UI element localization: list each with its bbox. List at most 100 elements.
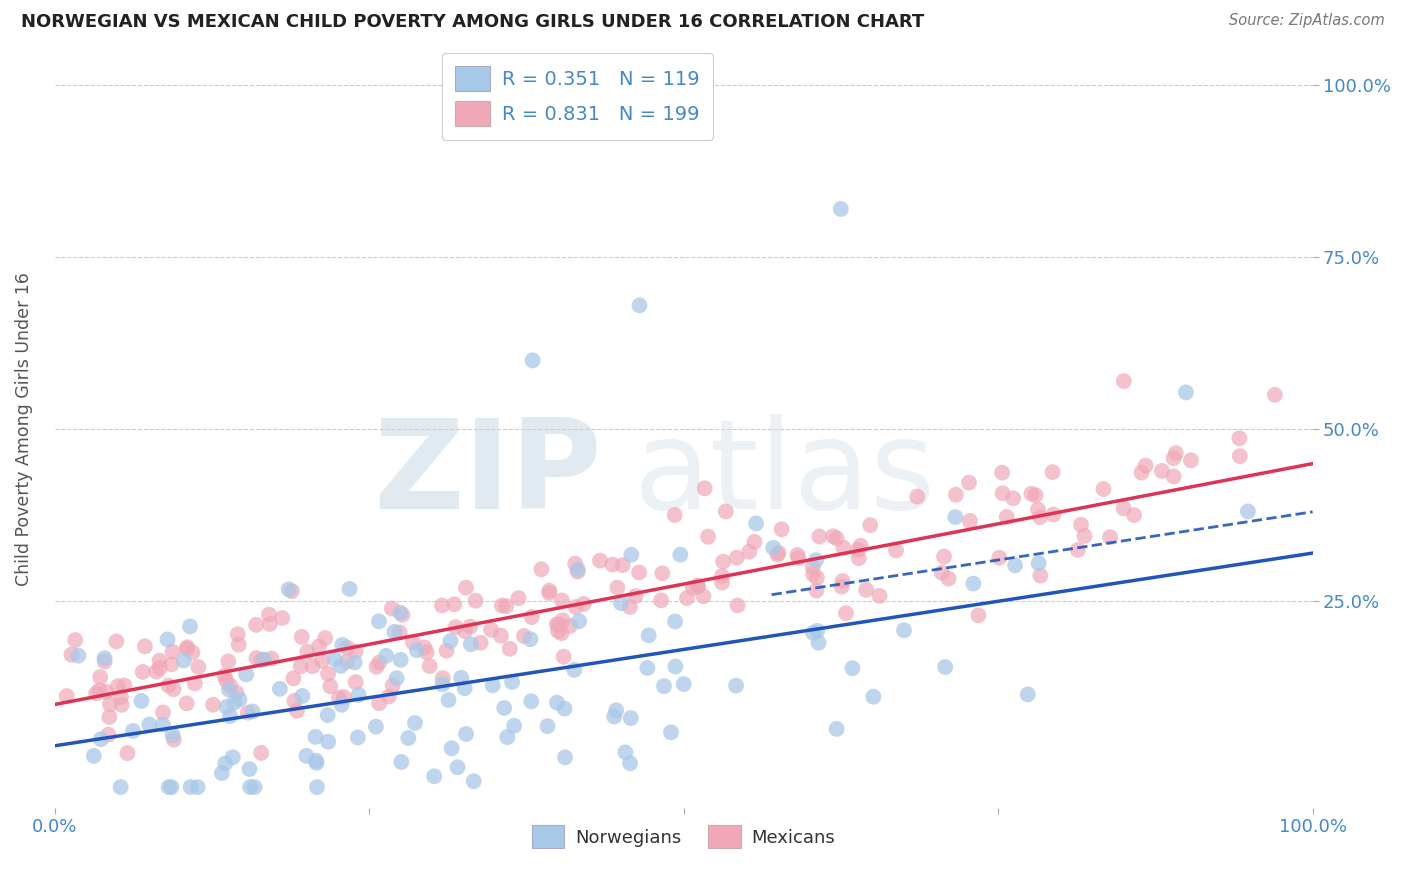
Point <box>567 562 589 576</box>
Point <box>347 731 370 745</box>
Point <box>1180 453 1202 467</box>
Point <box>336 640 359 655</box>
Point <box>562 663 585 677</box>
Point <box>297 645 319 659</box>
Point <box>884 543 907 558</box>
Point <box>669 548 692 562</box>
Point <box>567 565 589 579</box>
Point <box>508 591 530 606</box>
Point <box>179 619 201 633</box>
Point <box>437 693 460 707</box>
Point <box>330 698 353 712</box>
Point <box>967 608 990 623</box>
Point <box>375 648 398 663</box>
Point <box>714 504 737 518</box>
Point <box>1017 687 1039 701</box>
Point <box>180 780 202 794</box>
Point <box>744 534 766 549</box>
Point <box>228 638 250 652</box>
Point <box>381 678 404 692</box>
Point <box>619 599 641 614</box>
Point <box>1042 465 1064 479</box>
Point <box>211 766 233 780</box>
Point <box>676 591 699 605</box>
Point <box>821 529 844 543</box>
Point <box>344 675 367 690</box>
Point <box>281 584 304 599</box>
Point <box>328 690 350 705</box>
Point <box>945 488 967 502</box>
Point <box>825 532 848 546</box>
Point <box>460 637 482 651</box>
Point <box>214 756 236 771</box>
Point <box>259 617 281 632</box>
Point <box>157 780 180 794</box>
Point <box>454 624 477 639</box>
Point <box>149 661 172 675</box>
Point <box>389 606 412 620</box>
Point <box>463 774 485 789</box>
Point <box>494 701 516 715</box>
Point <box>444 620 467 634</box>
Point <box>219 709 242 723</box>
Point <box>831 580 853 594</box>
Point <box>138 717 160 731</box>
Point <box>1002 491 1025 506</box>
Text: ZIP: ZIP <box>373 414 602 535</box>
Point <box>93 651 115 665</box>
Point <box>530 562 553 576</box>
Point <box>572 597 595 611</box>
Point <box>846 542 869 557</box>
Point <box>316 666 339 681</box>
Point <box>547 624 569 638</box>
Point <box>391 607 413 622</box>
Point <box>388 625 411 640</box>
Point <box>314 631 336 645</box>
Text: Source: ZipAtlas.com: Source: ZipAtlas.com <box>1229 13 1385 29</box>
Point <box>489 629 512 643</box>
Point <box>606 581 628 595</box>
Point <box>67 648 90 663</box>
Point <box>589 554 612 568</box>
Point <box>283 671 305 685</box>
Point <box>416 645 439 659</box>
Point <box>344 644 367 658</box>
Point <box>285 704 308 718</box>
Point <box>98 710 121 724</box>
Point <box>855 582 877 597</box>
Point <box>157 679 180 693</box>
Point <box>496 730 519 744</box>
Point <box>84 686 107 700</box>
Point <box>711 555 734 569</box>
Point <box>239 780 262 794</box>
Point <box>832 541 855 555</box>
Point <box>1264 388 1286 402</box>
Point <box>308 640 330 654</box>
Point <box>396 731 419 745</box>
Point <box>558 619 581 633</box>
Point <box>316 708 339 723</box>
Point <box>835 606 858 620</box>
Point <box>83 748 105 763</box>
Point <box>269 681 291 696</box>
Point <box>55 689 77 703</box>
Point <box>112 678 135 692</box>
Point <box>304 730 326 744</box>
Point <box>470 636 492 650</box>
Point <box>770 522 793 536</box>
Point <box>368 615 391 629</box>
Point <box>806 571 828 585</box>
Point <box>90 732 112 747</box>
Point <box>1092 482 1115 496</box>
Point <box>546 696 568 710</box>
Point <box>225 686 247 700</box>
Point <box>110 780 132 794</box>
Point <box>458 619 481 633</box>
Point <box>801 625 824 640</box>
Point <box>931 566 953 580</box>
Text: NORWEGIAN VS MEXICAN CHILD POVERTY AMONG GIRLS UNDER 16 CORRELATION CHART: NORWEGIAN VS MEXICAN CHILD POVERTY AMONG… <box>21 13 924 31</box>
Point <box>1025 488 1047 502</box>
Point <box>651 566 673 581</box>
Point <box>786 548 808 562</box>
Point <box>305 754 328 768</box>
